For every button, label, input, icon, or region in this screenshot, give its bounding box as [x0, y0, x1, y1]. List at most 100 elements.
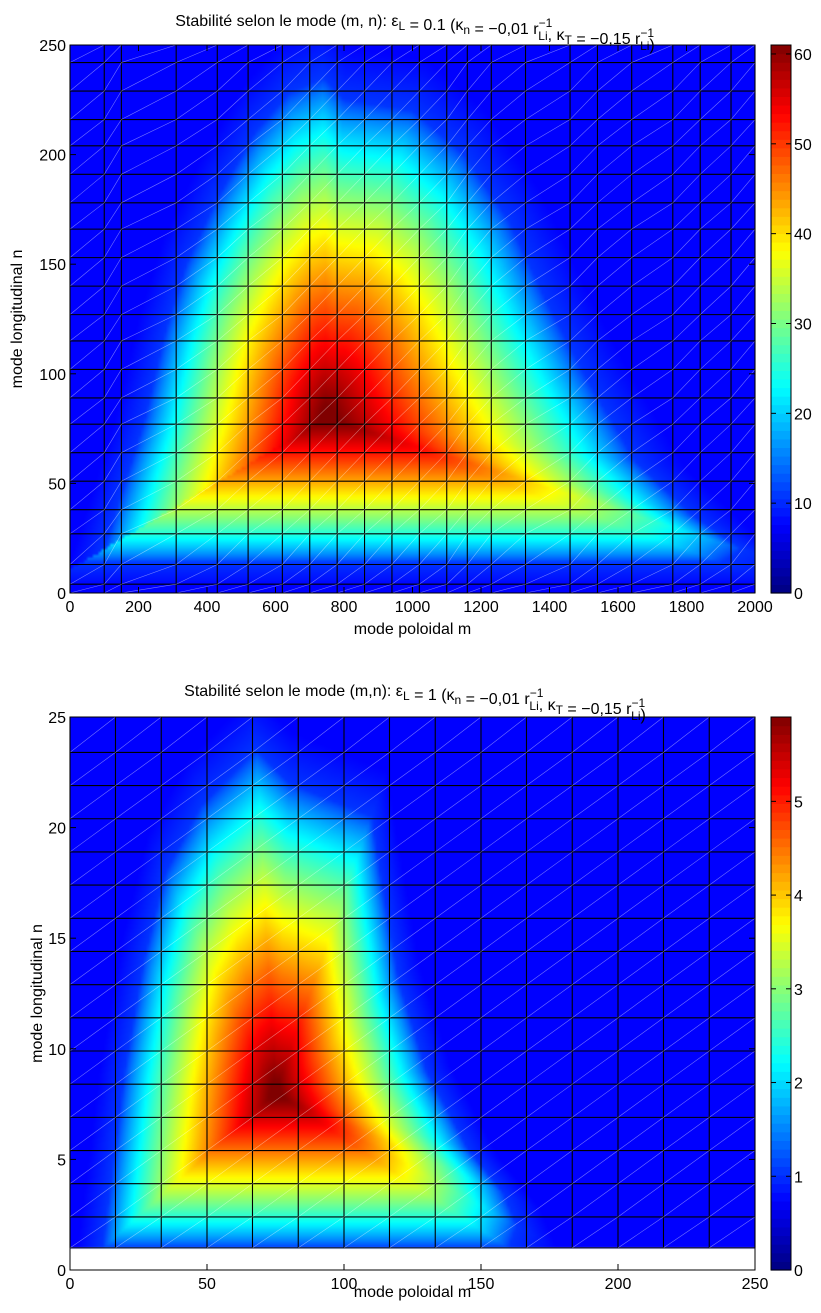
mesh-facet — [69, 480, 105, 510]
mesh-facet — [672, 62, 701, 92]
colorbar-segment — [771, 872, 791, 882]
mesh-facet — [526, 884, 573, 919]
mesh-facet — [617, 1083, 664, 1118]
mesh-facet — [672, 340, 701, 370]
mesh-facet — [709, 1017, 756, 1052]
colorbar-tick-label: 4 — [794, 888, 803, 905]
mesh-facet — [115, 1183, 162, 1218]
mesh-facet — [572, 1183, 619, 1218]
mesh-facet — [597, 533, 632, 565]
colorbar-segment — [771, 829, 791, 839]
colorbar-segment — [771, 1105, 791, 1116]
colorbar-segment — [771, 933, 791, 943]
y-tick-label: 20 — [48, 821, 66, 838]
mesh-facet — [672, 174, 701, 204]
chart-title: Stabilité selon le mode (m, n): εL = 0.1… — [175, 13, 654, 54]
mesh-facet — [569, 564, 598, 585]
colorbar-segment — [771, 438, 791, 449]
mesh-facet — [663, 1050, 710, 1085]
mesh-facet — [446, 481, 468, 510]
mesh-facet — [709, 1183, 756, 1218]
mesh-facet — [282, 564, 310, 585]
mesh-facet — [69, 1117, 116, 1151]
mesh-facet — [309, 564, 338, 585]
mesh-facet — [298, 918, 345, 952]
mesh-facet — [525, 145, 571, 175]
mesh-facet — [467, 90, 492, 120]
mesh-facet — [525, 480, 571, 510]
colorbar-segment — [771, 1166, 791, 1176]
mesh-facet — [364, 62, 393, 92]
mesh-facet — [467, 397, 492, 425]
mesh-facet — [247, 285, 283, 315]
mesh-facet — [631, 423, 673, 453]
mesh-facet — [572, 851, 619, 886]
mesh-facet — [491, 257, 526, 287]
colorbar-segment — [771, 1235, 791, 1245]
colorbar-tick-label: 20 — [794, 406, 812, 423]
mesh-facet — [247, 90, 283, 120]
colorbar-segment — [771, 1036, 791, 1046]
mesh-facet — [446, 90, 468, 120]
mesh-facet — [115, 884, 162, 919]
mesh-facet — [103, 119, 122, 146]
mesh-facet — [617, 1183, 664, 1218]
mesh-facet — [699, 228, 732, 258]
mesh-facet — [419, 481, 447, 510]
colorbar-segment — [771, 361, 791, 371]
mesh-facet — [176, 202, 218, 230]
mesh-facet — [597, 90, 632, 120]
mesh-facet — [617, 1216, 664, 1249]
mesh-facet — [121, 257, 177, 287]
mesh-facet — [525, 583, 571, 594]
colorbar-tick-label: 1 — [794, 1169, 803, 1186]
mesh-facet — [217, 533, 249, 565]
x-tick-label: 1000 — [395, 599, 431, 616]
mesh-facet — [343, 951, 390, 985]
mesh-facet — [176, 423, 218, 453]
colorbar-segment — [771, 1071, 791, 1081]
mesh-facet — [730, 533, 756, 565]
mesh-facet — [336, 228, 365, 258]
colorbar-segment — [771, 794, 791, 805]
mesh-facet — [298, 1216, 345, 1249]
mesh-facet — [491, 285, 526, 315]
mesh-facet — [121, 119, 177, 147]
mesh-facet — [617, 951, 664, 985]
mesh-facet — [709, 951, 756, 985]
mesh-facet — [69, 984, 116, 1019]
mesh-facet — [446, 44, 468, 63]
mesh-facet — [526, 1216, 573, 1249]
y-tick-label: 250 — [39, 38, 66, 55]
mesh-facet — [663, 818, 710, 853]
mesh-facet — [69, 1017, 116, 1052]
mesh-facet — [206, 984, 253, 1019]
mesh-facet — [247, 480, 283, 510]
mesh-facet — [364, 119, 393, 147]
mesh-facet — [364, 285, 393, 315]
mesh-facet — [391, 174, 420, 204]
mesh-facet — [569, 44, 598, 63]
mesh-facet — [217, 228, 249, 258]
mesh-facet — [672, 314, 701, 342]
mesh-facet — [730, 257, 756, 287]
mesh-facet — [631, 509, 673, 535]
colorbar-segment — [771, 898, 791, 908]
mesh-facet — [525, 533, 571, 565]
mesh-facet — [115, 1017, 162, 1052]
mesh-facet — [663, 918, 710, 952]
colorbar-segment — [771, 130, 791, 140]
mesh-facet — [309, 452, 338, 482]
colorbar-segment — [771, 777, 791, 787]
colorbar-segment — [771, 164, 791, 175]
mesh-facet — [115, 1050, 162, 1085]
mesh-facet — [161, 818, 208, 853]
colorbar-segment — [771, 481, 791, 491]
colorbar-segment — [771, 1244, 791, 1254]
mesh-facet — [121, 397, 177, 425]
mesh-facet — [672, 533, 701, 565]
colorbar-segment — [771, 421, 791, 431]
mesh-facet — [206, 884, 253, 919]
mesh-facet — [597, 369, 632, 399]
mesh-facet — [115, 752, 162, 786]
